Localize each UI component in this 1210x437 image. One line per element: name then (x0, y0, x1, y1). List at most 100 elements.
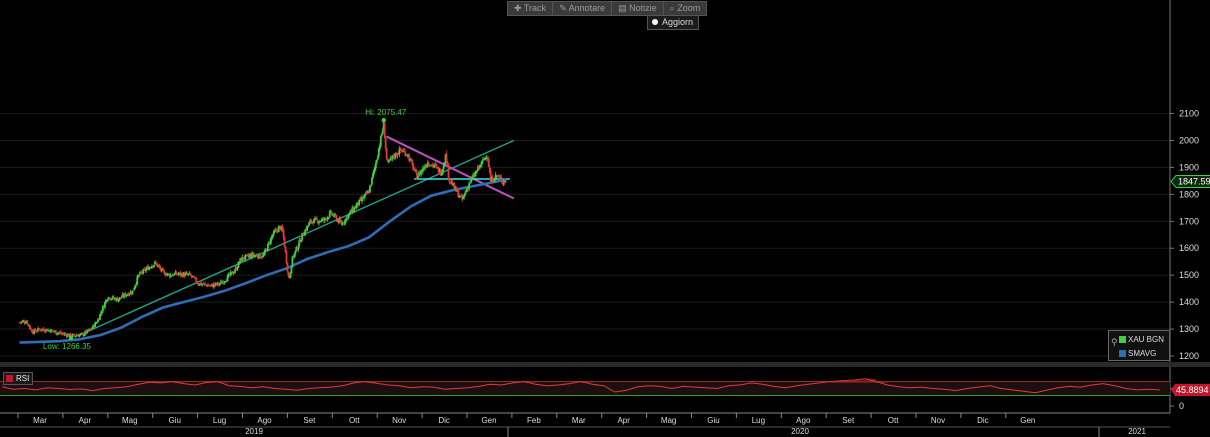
candle-body (145, 268, 148, 272)
candle-body (403, 150, 406, 152)
candle-body (394, 152, 397, 159)
candle-body (405, 154, 408, 156)
pin-icon[interactable]: ⚲ (1111, 337, 1118, 347)
candle-body (200, 282, 203, 285)
candle-body (485, 157, 488, 159)
candle-body (352, 207, 355, 212)
candle-body (295, 247, 298, 252)
candle-body (381, 130, 384, 134)
toolbar-notizie-button[interactable]: ▤ Notizie (612, 2, 664, 15)
rsi-legend[interactable]: RSI (3, 372, 34, 385)
candle-body (480, 160, 483, 165)
toolbar-zoom-button[interactable]: ⌕ Zoom (664, 2, 707, 15)
candle-body (462, 196, 465, 200)
candle-body (199, 283, 202, 286)
candle-body (51, 330, 54, 332)
candle-body (197, 283, 200, 285)
candle-body (253, 255, 256, 257)
candle-body (334, 214, 337, 217)
x-tick-label: Giu (168, 416, 180, 425)
legend-item-xau[interactable]: XAU BGN (1119, 333, 1169, 345)
candle-body (374, 163, 377, 169)
rsi-overbought-fill (842, 380, 854, 383)
candle-body (270, 236, 273, 239)
candle-body (406, 154, 409, 156)
candle-body (132, 289, 135, 291)
candle-body (431, 163, 434, 167)
candle-body (293, 253, 296, 258)
candle-body (154, 261, 156, 265)
candle-body (20, 321, 23, 323)
rsi-overbought-fill (524, 381, 536, 383)
candle-body (351, 207, 354, 213)
candle-body (355, 205, 358, 209)
last-price-box (1170, 175, 1210, 189)
candle-body (491, 176, 494, 182)
candle-body (83, 334, 86, 337)
candle-body (278, 225, 281, 227)
candle-body (172, 274, 175, 276)
candle-body (76, 335, 79, 337)
candle-body (461, 195, 464, 200)
candle-body (212, 284, 215, 288)
candle-body (186, 273, 189, 275)
candle-body (184, 273, 187, 276)
candle-body (168, 274, 171, 277)
candle-body (467, 187, 470, 189)
legend-item-smavg[interactable]: SMAVG (1119, 347, 1169, 359)
candle-body (68, 333, 71, 337)
candle-body (220, 281, 223, 285)
candle-body (396, 154, 399, 156)
candle-body (472, 174, 474, 178)
candle-body (430, 164, 433, 166)
candle-body (146, 266, 149, 269)
toolbar-annotare-button[interactable]: ✎ Annotare (553, 2, 613, 15)
candle-body (300, 240, 303, 243)
candle-body (162, 270, 165, 272)
candle-body (442, 165, 445, 170)
refresh-button[interactable]: Aggiorn (647, 15, 700, 30)
candle-body (229, 272, 232, 276)
candle-body (333, 214, 336, 216)
candle-body (330, 211, 333, 215)
candle-body (479, 164, 481, 169)
candle-body (204, 283, 206, 285)
candle-body (417, 176, 419, 180)
toolbar-track-button[interactable]: ✚ Track (508, 2, 554, 15)
rsi-panel: 05045.8894 (0, 378, 1210, 411)
candle-body (433, 164, 436, 166)
candle-body (251, 252, 254, 258)
candle-body (224, 281, 227, 283)
candle-body (156, 262, 158, 267)
candle-body (499, 176, 502, 178)
candle-body (177, 273, 180, 275)
candle-body (235, 267, 238, 270)
rsi-tick-label: 0 (1179, 401, 1184, 411)
candle-body (437, 166, 440, 173)
candle-body (482, 158, 485, 160)
candle-body (464, 192, 467, 196)
candle-body (387, 160, 390, 162)
candle-body (262, 255, 264, 258)
x-tick-label: Set (842, 416, 855, 425)
candle-body (238, 262, 241, 264)
candle-body (196, 282, 199, 284)
candle-body (470, 178, 472, 183)
candle-body (109, 299, 112, 301)
candle-body (397, 154, 400, 156)
x-tick-label: Ago (257, 416, 272, 425)
x-tick-label: Giu (707, 416, 719, 425)
candle-body (233, 271, 236, 273)
candle-body (72, 333, 75, 335)
candle-body (93, 325, 95, 328)
candle-body (450, 181, 453, 183)
candle-body (271, 234, 274, 238)
candle-body (19, 322, 22, 324)
candle-body (56, 332, 59, 334)
candle-body (230, 271, 233, 273)
candle-body (155, 262, 157, 264)
candle-body (495, 175, 498, 177)
candle-body (257, 256, 259, 259)
candle-body (114, 298, 117, 301)
candle-body (65, 334, 68, 337)
